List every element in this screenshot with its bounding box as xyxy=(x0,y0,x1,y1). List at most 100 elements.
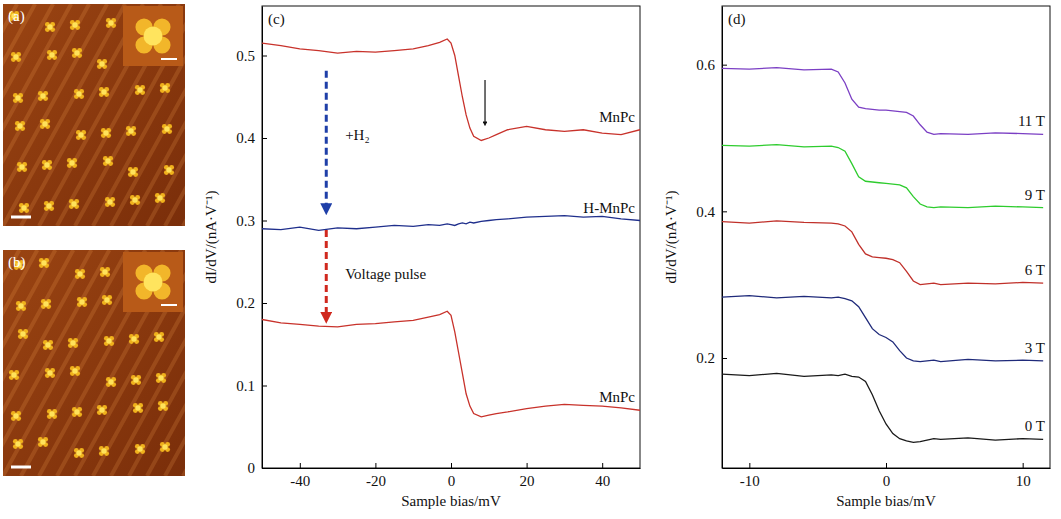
molecule-core xyxy=(107,199,112,204)
molecule xyxy=(103,156,113,166)
tick: -40 xyxy=(290,463,310,489)
molecule xyxy=(70,366,80,376)
tick: 10 xyxy=(1016,463,1031,489)
tick-mark xyxy=(262,221,267,222)
series-labels: 0 T3 T6 T9 T11 T xyxy=(1018,113,1045,434)
tick: 0.2 xyxy=(696,350,727,366)
series-line xyxy=(262,216,640,231)
tick: 0 xyxy=(448,463,456,489)
molecule xyxy=(72,407,82,417)
scale-bar xyxy=(11,216,31,219)
molecule-core xyxy=(135,405,140,410)
axis-line xyxy=(722,7,723,469)
molecule-core xyxy=(76,91,81,96)
molecule-core xyxy=(76,450,81,455)
stm-stripe xyxy=(57,250,181,476)
molecule-core xyxy=(101,89,106,94)
tick: 0 xyxy=(248,460,268,476)
molecule-core xyxy=(128,128,133,133)
molecule xyxy=(156,373,166,383)
molecule xyxy=(39,258,49,268)
molecule xyxy=(129,334,139,344)
tick-label: 0 xyxy=(248,460,256,476)
stm-image xyxy=(3,250,185,476)
molecule xyxy=(40,119,50,129)
molecule xyxy=(70,20,80,30)
tick-mark xyxy=(722,65,727,66)
molecule-core xyxy=(74,409,79,414)
series-line xyxy=(262,39,640,140)
molecule xyxy=(135,264,170,299)
molecule xyxy=(38,91,48,101)
tick-label: 40 xyxy=(595,473,610,489)
stm-stripe xyxy=(3,4,125,226)
tick-mark xyxy=(375,463,376,468)
series-label: H-MnPc xyxy=(583,200,635,216)
axis: 0.2 0.4 0.6 xyxy=(696,7,727,469)
molecule-core xyxy=(15,95,20,100)
molecule-core xyxy=(49,52,54,57)
molecule-core xyxy=(103,130,108,135)
tick-label: 0.6 xyxy=(696,57,715,73)
stm-stripe xyxy=(3,250,127,476)
molecule-core xyxy=(21,205,26,210)
series-label: MnPc xyxy=(599,389,635,405)
molecule-core xyxy=(162,85,167,90)
molecule xyxy=(130,195,140,205)
molecule-core xyxy=(40,93,45,98)
arrow xyxy=(325,230,328,318)
molecule xyxy=(97,59,107,69)
molecule xyxy=(106,377,116,387)
tick: 0.4 xyxy=(236,130,267,146)
molecule xyxy=(18,329,28,339)
molecule xyxy=(45,368,55,378)
series-labels: MnPcH-MnPcMnPc xyxy=(583,109,635,406)
x-axis-title: Sample bias/mV xyxy=(401,493,501,509)
tick: 0.5 xyxy=(236,48,267,64)
molecule xyxy=(160,442,170,452)
series-line xyxy=(722,296,1043,362)
molecule-core xyxy=(144,273,163,292)
tick: 40 xyxy=(595,463,610,489)
tick-mark xyxy=(262,138,267,139)
molecule xyxy=(160,83,170,93)
inset-scale-bar xyxy=(161,304,177,306)
molecule-core xyxy=(20,331,25,336)
molecule-core xyxy=(137,446,142,451)
tick-mark xyxy=(722,358,727,359)
axis-line xyxy=(723,468,1051,469)
inset-background xyxy=(123,6,183,66)
series-line xyxy=(722,373,1043,442)
tick-label: -10 xyxy=(740,473,760,489)
molecule-core xyxy=(18,303,23,308)
tick: 0.2 xyxy=(236,295,267,311)
molecule xyxy=(158,401,168,411)
plot-area xyxy=(262,39,640,417)
tick-mark xyxy=(451,463,452,468)
axis-line xyxy=(263,468,641,469)
molecule xyxy=(97,405,107,415)
molecule-core xyxy=(77,271,82,276)
tick-label: -20 xyxy=(366,473,386,489)
tick: 0.6 xyxy=(696,57,727,73)
molecule-core xyxy=(99,407,104,412)
molecule xyxy=(44,201,54,211)
tick: 0.1 xyxy=(236,378,267,394)
plot-area xyxy=(722,68,1043,443)
panel-label: (a) xyxy=(8,8,25,25)
molecule-core xyxy=(156,334,161,339)
molecule xyxy=(126,126,136,136)
series-line xyxy=(722,68,1043,135)
tick-mark xyxy=(262,386,267,387)
tick-label: 10 xyxy=(1016,473,1031,489)
molecule-core xyxy=(17,123,22,128)
molecule xyxy=(135,18,170,53)
tick-label: 0 xyxy=(883,473,891,489)
molecule-core xyxy=(160,403,165,408)
molecule xyxy=(17,162,27,172)
tick-label: 0.1 xyxy=(236,378,255,394)
tick: 0.4 xyxy=(696,204,727,220)
molecule xyxy=(11,52,21,62)
figure: (a)(b)-40-200204000.10.20.30.40.5Sample … xyxy=(0,0,1061,519)
molecule-core xyxy=(11,372,16,377)
